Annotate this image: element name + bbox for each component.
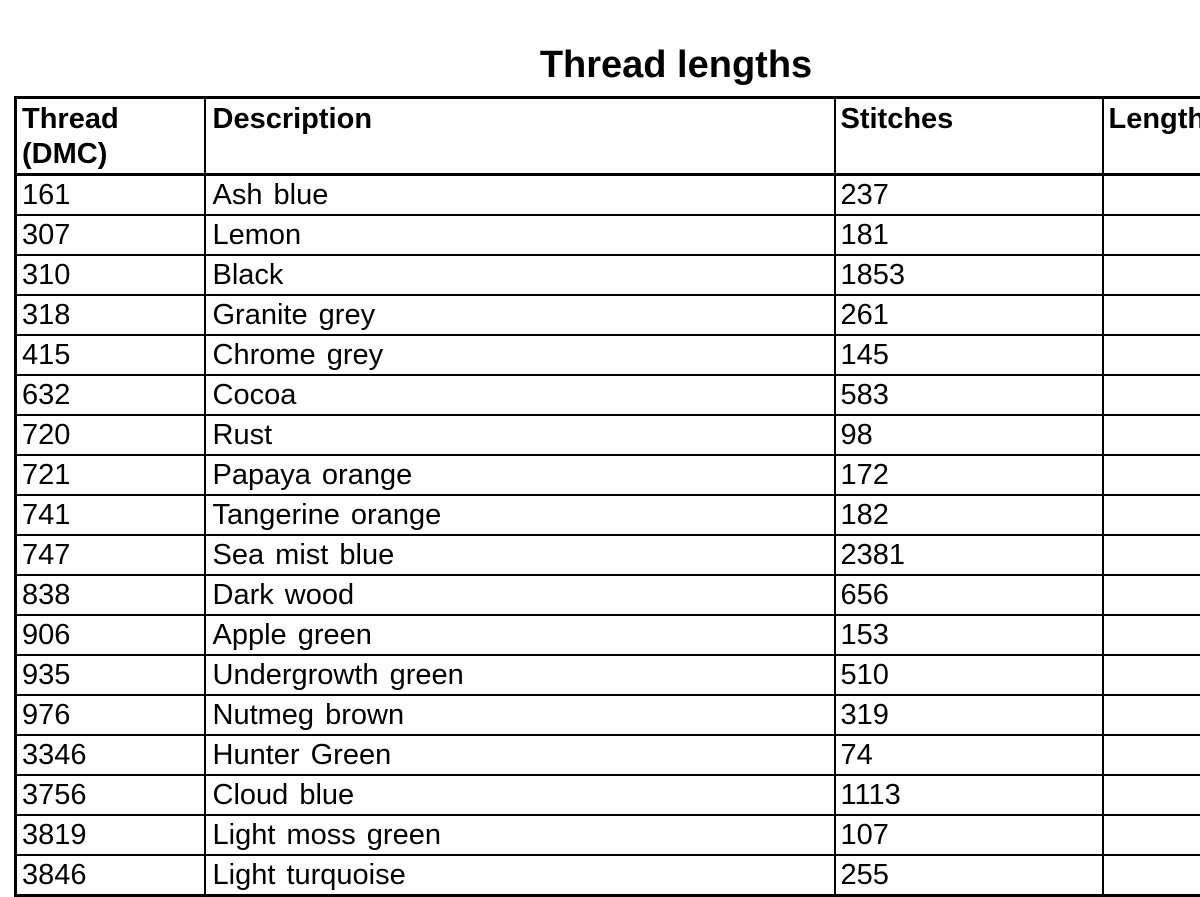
cell-length: 4.2 bbox=[1103, 775, 1200, 815]
table-row: 3819 Light moss green 107 0.4 bbox=[16, 815, 1200, 855]
cell-thread-code: 747 bbox=[16, 535, 205, 575]
cell-stitches: 74 bbox=[835, 735, 1103, 775]
cell-stitches: 145 bbox=[835, 335, 1103, 375]
cell-length: 1.0 bbox=[1103, 855, 1200, 896]
column-header-thread: Thread (DMC) bbox=[16, 98, 205, 175]
cell-length: 0.9 bbox=[1103, 175, 1200, 216]
cell-thread-code: 3819 bbox=[16, 815, 205, 855]
cell-description: Granite grey bbox=[205, 295, 835, 335]
cell-stitches: 153 bbox=[835, 615, 1103, 655]
cell-description: Papaya orange bbox=[205, 455, 835, 495]
cell-stitches: 255 bbox=[835, 855, 1103, 896]
cell-length: 0.3 bbox=[1103, 735, 1200, 775]
cell-length: 0.7 bbox=[1103, 215, 1200, 255]
cell-thread-code: 161 bbox=[16, 175, 205, 216]
table-row: 318 Granite grey 261 1.0 bbox=[16, 295, 1200, 335]
cell-length: 2.5 bbox=[1103, 575, 1200, 615]
cell-description: Light turquoise bbox=[205, 855, 835, 896]
cell-length: 0.7 bbox=[1103, 495, 1200, 535]
cell-stitches: 261 bbox=[835, 295, 1103, 335]
cell-stitches: 656 bbox=[835, 575, 1103, 615]
table-body: 161 Ash blue 237 0.9 307 Lemon 181 0.7 3… bbox=[16, 175, 1200, 896]
table-row: 632 Cocoa 583 2.2 bbox=[16, 375, 1200, 415]
cell-stitches: 107 bbox=[835, 815, 1103, 855]
cell-thread-code: 318 bbox=[16, 295, 205, 335]
cell-stitches: 181 bbox=[835, 215, 1103, 255]
table-row: 747 Sea mist blue 2381 9.0 bbox=[16, 535, 1200, 575]
cell-description: Black bbox=[205, 255, 835, 295]
cell-thread-code: 415 bbox=[16, 335, 205, 375]
cell-description: Hunter Green bbox=[205, 735, 835, 775]
cell-thread-code: 720 bbox=[16, 415, 205, 455]
cell-stitches: 182 bbox=[835, 495, 1103, 535]
cell-length: 2.2 bbox=[1103, 375, 1200, 415]
cell-thread-code: 3756 bbox=[16, 775, 205, 815]
cell-description: Ash blue bbox=[205, 175, 835, 216]
cell-thread-code: 3846 bbox=[16, 855, 205, 896]
table-row: 741 Tangerine orange 182 0.7 bbox=[16, 495, 1200, 535]
cell-length: 1.9 bbox=[1103, 655, 1200, 695]
table-row: 3346 Hunter Green 74 0.3 bbox=[16, 735, 1200, 775]
cell-description: Undergrowth green bbox=[205, 655, 835, 695]
cell-length: 1.2 bbox=[1103, 695, 1200, 735]
table-row: 3846 Light turquoise 255 1.0 bbox=[16, 855, 1200, 896]
table-row: 721 Papaya orange 172 0.7 bbox=[16, 455, 1200, 495]
table-row: 161 Ash blue 237 0.9 bbox=[16, 175, 1200, 216]
thread-lengths-table: Thread (DMC) Description Stitches Length… bbox=[14, 96, 1200, 897]
cell-thread-code: 3346 bbox=[16, 735, 205, 775]
cell-stitches: 98 bbox=[835, 415, 1103, 455]
column-header-description: Description bbox=[205, 98, 835, 175]
cell-description: Cocoa bbox=[205, 375, 835, 415]
cell-thread-code: 838 bbox=[16, 575, 205, 615]
table-row: 976 Nutmeg brown 319 1.2 bbox=[16, 695, 1200, 735]
cell-length: 1.0 bbox=[1103, 295, 1200, 335]
page-title: Thread lengths bbox=[0, 42, 1200, 88]
cell-length: 7.0 bbox=[1103, 255, 1200, 295]
cell-length: 0.6 bbox=[1103, 615, 1200, 655]
cell-thread-code: 906 bbox=[16, 615, 205, 655]
cell-thread-code: 935 bbox=[16, 655, 205, 695]
cell-thread-code: 976 bbox=[16, 695, 205, 735]
table-row: 935 Undergrowth green 510 1.9 bbox=[16, 655, 1200, 695]
cell-description: Sea mist blue bbox=[205, 535, 835, 575]
cell-thread-code: 741 bbox=[16, 495, 205, 535]
cell-stitches: 1113 bbox=[835, 775, 1103, 815]
cell-stitches: 319 bbox=[835, 695, 1103, 735]
cell-stitches: 1853 bbox=[835, 255, 1103, 295]
table-row: 415 Chrome grey 145 0.5 bbox=[16, 335, 1200, 375]
cell-description: Apple green bbox=[205, 615, 835, 655]
cell-stitches: 172 bbox=[835, 455, 1103, 495]
table-row: 906 Apple green 153 0.6 bbox=[16, 615, 1200, 655]
column-header-stitches: Stitches bbox=[835, 98, 1103, 175]
cell-description: Chrome grey bbox=[205, 335, 835, 375]
cell-thread-code: 721 bbox=[16, 455, 205, 495]
cell-description: Light moss green bbox=[205, 815, 835, 855]
cell-length: 9.0 bbox=[1103, 535, 1200, 575]
cell-stitches: 510 bbox=[835, 655, 1103, 695]
cell-description: Dark wood bbox=[205, 575, 835, 615]
cell-length: 0.4 bbox=[1103, 815, 1200, 855]
table-row: 3756 Cloud blue 1113 4.2 bbox=[16, 775, 1200, 815]
cell-description: Cloud blue bbox=[205, 775, 835, 815]
cell-thread-code: 307 bbox=[16, 215, 205, 255]
cell-thread-code: 310 bbox=[16, 255, 205, 295]
table-row: 838 Dark wood 656 2.5 bbox=[16, 575, 1200, 615]
cell-thread-code: 632 bbox=[16, 375, 205, 415]
cell-description: Rust bbox=[205, 415, 835, 455]
cell-description: Lemon bbox=[205, 215, 835, 255]
header-row: Thread (DMC) Description Stitches Length… bbox=[16, 98, 1200, 175]
column-header-length: Length (m) bbox=[1103, 98, 1200, 175]
cell-length: 0.5 bbox=[1103, 335, 1200, 375]
cell-stitches: 237 bbox=[835, 175, 1103, 216]
table-row: 720 Rust 98 0.4 bbox=[16, 415, 1200, 455]
cell-description: Nutmeg brown bbox=[205, 695, 835, 735]
cell-stitches: 583 bbox=[835, 375, 1103, 415]
cell-stitches: 2381 bbox=[835, 535, 1103, 575]
table-row: 307 Lemon 181 0.7 bbox=[16, 215, 1200, 255]
cell-length: 0.4 bbox=[1103, 415, 1200, 455]
cell-length: 0.7 bbox=[1103, 455, 1200, 495]
cell-description: Tangerine orange bbox=[205, 495, 835, 535]
table-row: 310 Black 1853 7.0 bbox=[16, 255, 1200, 295]
